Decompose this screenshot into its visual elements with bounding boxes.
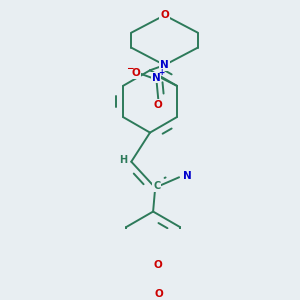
Text: N: N xyxy=(160,60,169,70)
Text: O: O xyxy=(154,260,163,269)
Text: N: N xyxy=(183,171,191,181)
Text: O: O xyxy=(131,68,140,78)
Text: H: H xyxy=(119,155,128,165)
Text: O: O xyxy=(160,10,169,20)
Text: N: N xyxy=(152,73,161,82)
Text: +: + xyxy=(158,68,164,77)
Text: O: O xyxy=(154,100,163,110)
Text: −: − xyxy=(126,64,134,73)
Text: C: C xyxy=(153,181,161,191)
Text: O: O xyxy=(155,289,164,298)
